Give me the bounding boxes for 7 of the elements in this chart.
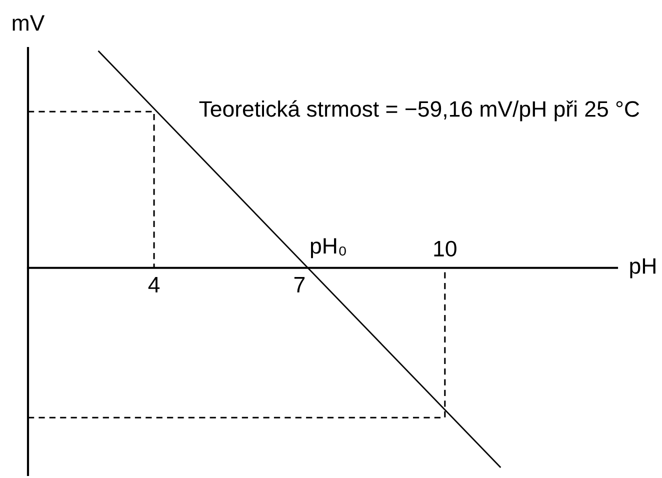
x-tick-label: 7 <box>294 277 305 292</box>
annotation: Teoretická strmost = −59,16 mV/pH při 25 °C <box>199 100 640 122</box>
x-tick-label: 4 <box>148 277 160 292</box>
y-axis-title: mV <box>12 15 45 31</box>
annotation: pH₀ <box>310 238 346 258</box>
annotation: 10 <box>434 240 456 257</box>
x-axis-title: pH <box>630 258 656 278</box>
